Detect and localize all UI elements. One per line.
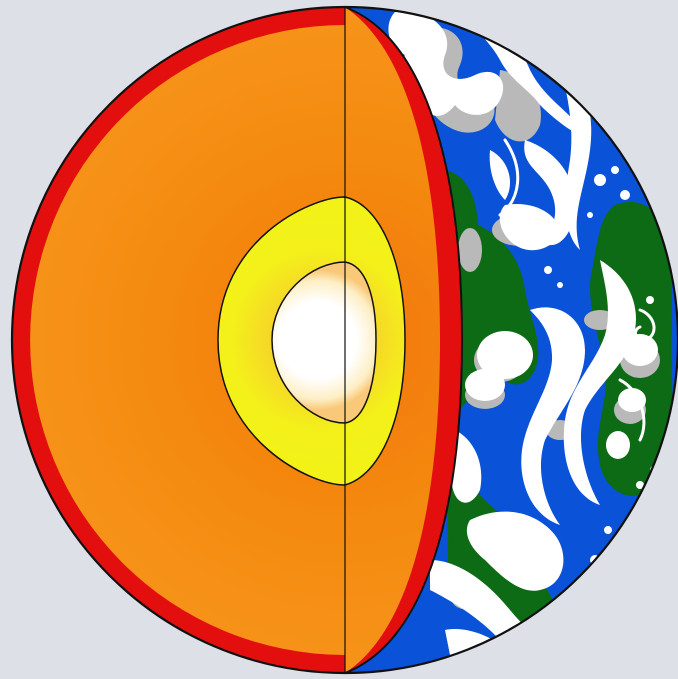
crust-cut-edge <box>345 7 462 673</box>
inner-core <box>271 261 377 424</box>
cloud-swirl-lines <box>498 138 656 587</box>
globe-outline <box>11 6 678 674</box>
cut-face-outline <box>344 6 464 674</box>
